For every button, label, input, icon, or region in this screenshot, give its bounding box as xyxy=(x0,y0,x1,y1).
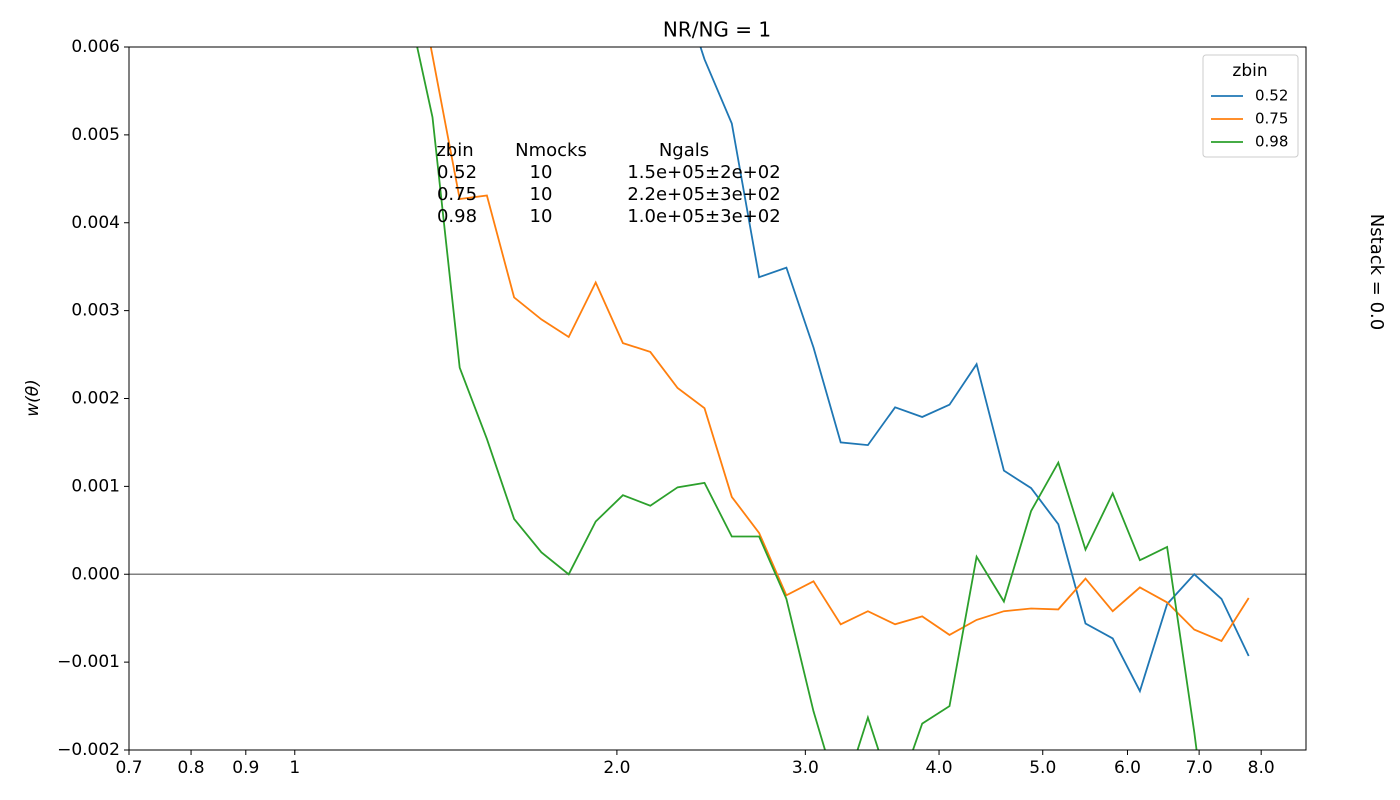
annotation-cell: 0.52 xyxy=(437,162,477,183)
annotation-cell: 10 xyxy=(530,206,553,227)
x-tick-label: 0.7 xyxy=(115,758,142,778)
y-tick-label: 0.000 xyxy=(71,564,120,584)
data-line xyxy=(416,47,1198,750)
legend-title: zbin xyxy=(1232,61,1267,81)
annotation-cell: 1.0e+05±3e+02 xyxy=(627,206,780,227)
y-tick-label: −0.001 xyxy=(57,652,120,672)
y-tick-label: −0.002 xyxy=(57,740,120,760)
x-tick-label: 0.8 xyxy=(178,758,205,778)
x-tick-label: 1 xyxy=(289,758,300,778)
legend: zbin 0.52 0.75 0.98 xyxy=(1202,54,1299,158)
y-tick-label: 0.001 xyxy=(71,476,120,496)
annotation-table: zbin Nmocks Ngals 0.52 10 1.5e+05±2e+02 0.7… xyxy=(436,140,780,227)
legend-label: 0.75 xyxy=(1255,110,1288,128)
annotation-cell: 0.75 xyxy=(437,184,477,205)
data-line xyxy=(429,47,1250,643)
chart-title: NR/NG = 1 xyxy=(663,18,771,42)
annotation-header: zbin xyxy=(436,140,473,161)
y-tick-label: 0.003 xyxy=(71,301,120,321)
x-tick-label: 8.0 xyxy=(1248,758,1275,778)
annotation-header: Ngals xyxy=(659,140,709,161)
annotation-cell: 0.98 xyxy=(437,206,477,227)
x-tick-label: 5.0 xyxy=(1029,758,1056,778)
y-tick-label: 0.005 xyxy=(71,125,120,145)
x-tick-label: 3.0 xyxy=(792,758,819,778)
legend-label: 0.98 xyxy=(1255,133,1288,151)
x-tick-label: 4.0 xyxy=(926,758,953,778)
x-tick-label: 6.0 xyxy=(1114,758,1141,778)
x-tick-label: 7.0 xyxy=(1186,758,1213,778)
annotation-cell: 10 xyxy=(530,184,553,205)
legend-box xyxy=(1202,54,1299,158)
y-axis-label: w(θ) xyxy=(23,379,43,417)
annotation-cell: 2.2e+05±3e+02 xyxy=(627,184,780,205)
plot-lines xyxy=(129,47,1306,750)
y-tick-label: 0.002 xyxy=(71,389,120,409)
annotation-cell: 10 xyxy=(530,162,553,183)
x-tick-label: 0.9 xyxy=(232,758,259,778)
legend-label: 0.52 xyxy=(1255,87,1288,105)
y-tick-label: 0.004 xyxy=(71,213,120,233)
annotation-header: Nmocks xyxy=(515,140,587,161)
y-tick-label: 0.006 xyxy=(71,37,120,57)
annotation-cell: 1.5e+05±2e+02 xyxy=(627,162,780,183)
right-label: Nstack = 0.0 xyxy=(1366,214,1387,330)
data-line xyxy=(699,47,1250,694)
x-tick-label: 2.0 xyxy=(603,758,630,778)
